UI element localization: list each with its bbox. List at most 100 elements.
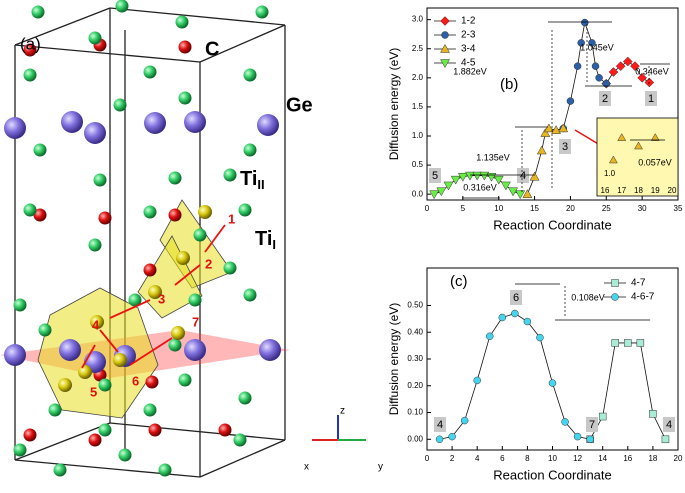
x-tick-label: 4: [475, 454, 480, 463]
y-tick-label: 0.10: [407, 408, 423, 417]
ge-atom: [84, 122, 106, 144]
series-line: [527, 127, 564, 195]
data-point: [586, 435, 594, 444]
ti-atom: [178, 91, 192, 105]
ge-atom: [184, 339, 206, 361]
data-point: [551, 125, 562, 134]
crystal-structure: [0, 0, 290, 478]
atom-label: C: [205, 38, 219, 60]
site-box: [429, 168, 441, 183]
y-axis-label: Diffusion energy (eV): [387, 48, 401, 161]
ti-atom: [168, 338, 182, 352]
jump-arrow: [81, 344, 96, 369]
y-tick-label: 0.0: [412, 189, 424, 198]
site-label: 7: [589, 419, 595, 431]
data-point: [523, 317, 532, 326]
cell-edge: [109, 422, 286, 441]
ti-atom: [238, 391, 252, 405]
data-point: [479, 171, 490, 181]
jump-arrow: [99, 329, 119, 353]
ti-atom: [188, 293, 202, 307]
ti-atom: [13, 443, 27, 457]
ge-atom: [259, 339, 281, 361]
data-point: [608, 155, 618, 164]
cell-edge: [14, 422, 111, 461]
legend-label: 1-2: [461, 16, 476, 27]
data-point: [448, 432, 456, 441]
ti-atom: [23, 68, 37, 82]
ti-atom: [243, 143, 257, 157]
x-tick-label: 10: [548, 454, 557, 463]
panel-label: (a): [20, 34, 41, 53]
data-point: [573, 432, 582, 441]
data-point: [602, 79, 611, 88]
ti-atom: [115, 0, 129, 13]
cell-edge: [14, 44, 201, 63]
legend-marker: [611, 293, 619, 301]
ge-atom: [59, 339, 81, 361]
data-point: [443, 181, 454, 191]
data-point: [429, 190, 440, 200]
cell-edge: [14, 7, 111, 46]
vacancy-site: [198, 205, 212, 219]
inset-x-tick-label: 19: [651, 186, 660, 195]
ge-atom: [4, 117, 26, 139]
x-tick-label: 6: [500, 454, 505, 463]
series-line: [589, 342, 666, 440]
ti-atom: [223, 168, 237, 182]
vacancy-site: [78, 365, 92, 379]
ti-atom: [175, 15, 189, 29]
c-atom: [88, 433, 102, 447]
c-atom: [23, 43, 37, 57]
x-tick-label: 35: [674, 204, 683, 213]
inset-x-tick-label: 16: [601, 186, 610, 195]
axis-name: x: [304, 462, 309, 473]
data-point: [465, 171, 475, 181]
site-label: 5: [90, 384, 97, 399]
inset-x-tick-label: 20: [668, 186, 677, 195]
site-label: 4: [92, 317, 100, 332]
vacancy-site: [58, 378, 72, 392]
site-box: [517, 168, 529, 183]
site-box: [559, 139, 571, 154]
atom-label-base: Ti: [240, 168, 257, 190]
x-tick-label: 30: [638, 204, 647, 213]
y-tick-label: 0.40: [407, 327, 423, 336]
c-atom: [168, 208, 182, 222]
y-tick-label: 1.0: [412, 131, 424, 140]
data-point: [636, 339, 645, 347]
y-tick-label: 1.5: [412, 102, 424, 111]
data-point: [622, 56, 633, 67]
ge-atom: [184, 111, 206, 133]
data-point: [498, 313, 507, 322]
data-point: [634, 141, 643, 150]
x-tick-label: 14: [598, 454, 607, 463]
ti-atom: [238, 203, 252, 217]
site-box: [434, 417, 446, 432]
site-label: 6: [513, 292, 519, 304]
c-atom: [148, 423, 162, 437]
cell-edge: [14, 459, 201, 478]
ti-atom: [255, 5, 269, 19]
pointer-arrow: [574, 129, 601, 146]
x-axis-label: Reaction Coordinate: [493, 467, 612, 482]
c-atom: [23, 428, 37, 442]
legend-marker: [440, 43, 450, 53]
ti-atom: [98, 423, 112, 437]
x-tick-label: 5: [461, 204, 466, 213]
data-point: [637, 72, 647, 83]
data-point: [624, 339, 632, 347]
legend-label: 3-4: [461, 44, 476, 55]
x-tick-label: 16: [623, 454, 632, 463]
site-label: 2: [205, 256, 212, 271]
data-point: [598, 412, 607, 421]
annotation: 0.316eV: [463, 182, 497, 192]
ti-atom: [178, 373, 192, 387]
ti-atom: [38, 323, 52, 337]
y-tick-label: 0.5: [412, 160, 424, 169]
annotation: 1.045eV: [580, 42, 614, 52]
data-point: [595, 74, 603, 82]
atom-label-base: Ti: [255, 228, 272, 250]
data-point: [460, 416, 469, 425]
